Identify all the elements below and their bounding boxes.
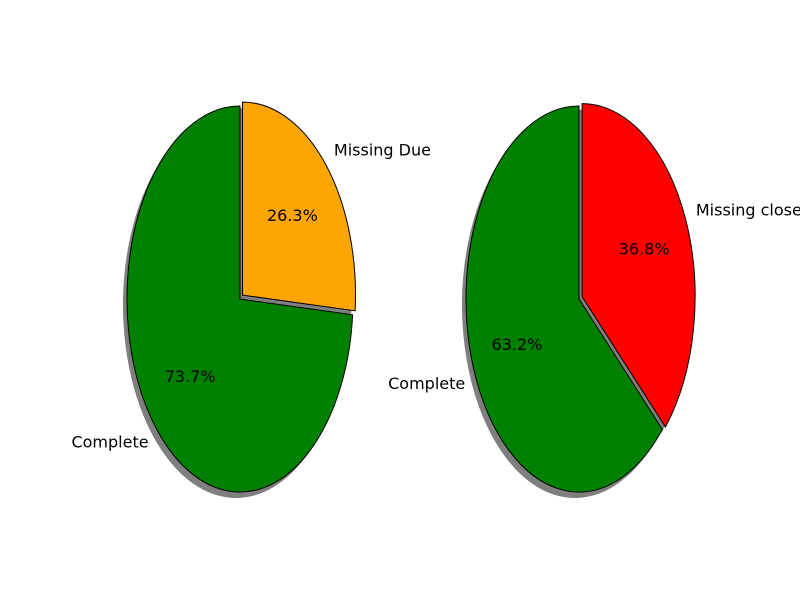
pie-category-label: Missing Due	[334, 141, 431, 160]
pie-slice-missing-close	[581, 103, 696, 428]
pie-category-label: Complete	[388, 374, 465, 393]
pie-slice-complete	[126, 105, 354, 493]
pie-category-label: Complete	[71, 432, 148, 451]
pie-category-label: Missing close	[696, 201, 800, 220]
pie-chart-left: Missing Due 26.3% Complete 73.7%	[71, 101, 431, 499]
pie-slice-missing-due	[241, 101, 356, 312]
pie-chart-right: Missing close 36.8% Complete 63.2%	[388, 103, 800, 498]
pie-percent-label: 73.7%	[165, 367, 216, 386]
pie-percent-label: 63.2%	[492, 335, 543, 354]
pie-percent-label: 36.8%	[619, 240, 670, 259]
pie-slice-complete	[465, 105, 663, 493]
pie-percent-label: 26.3%	[267, 206, 318, 225]
